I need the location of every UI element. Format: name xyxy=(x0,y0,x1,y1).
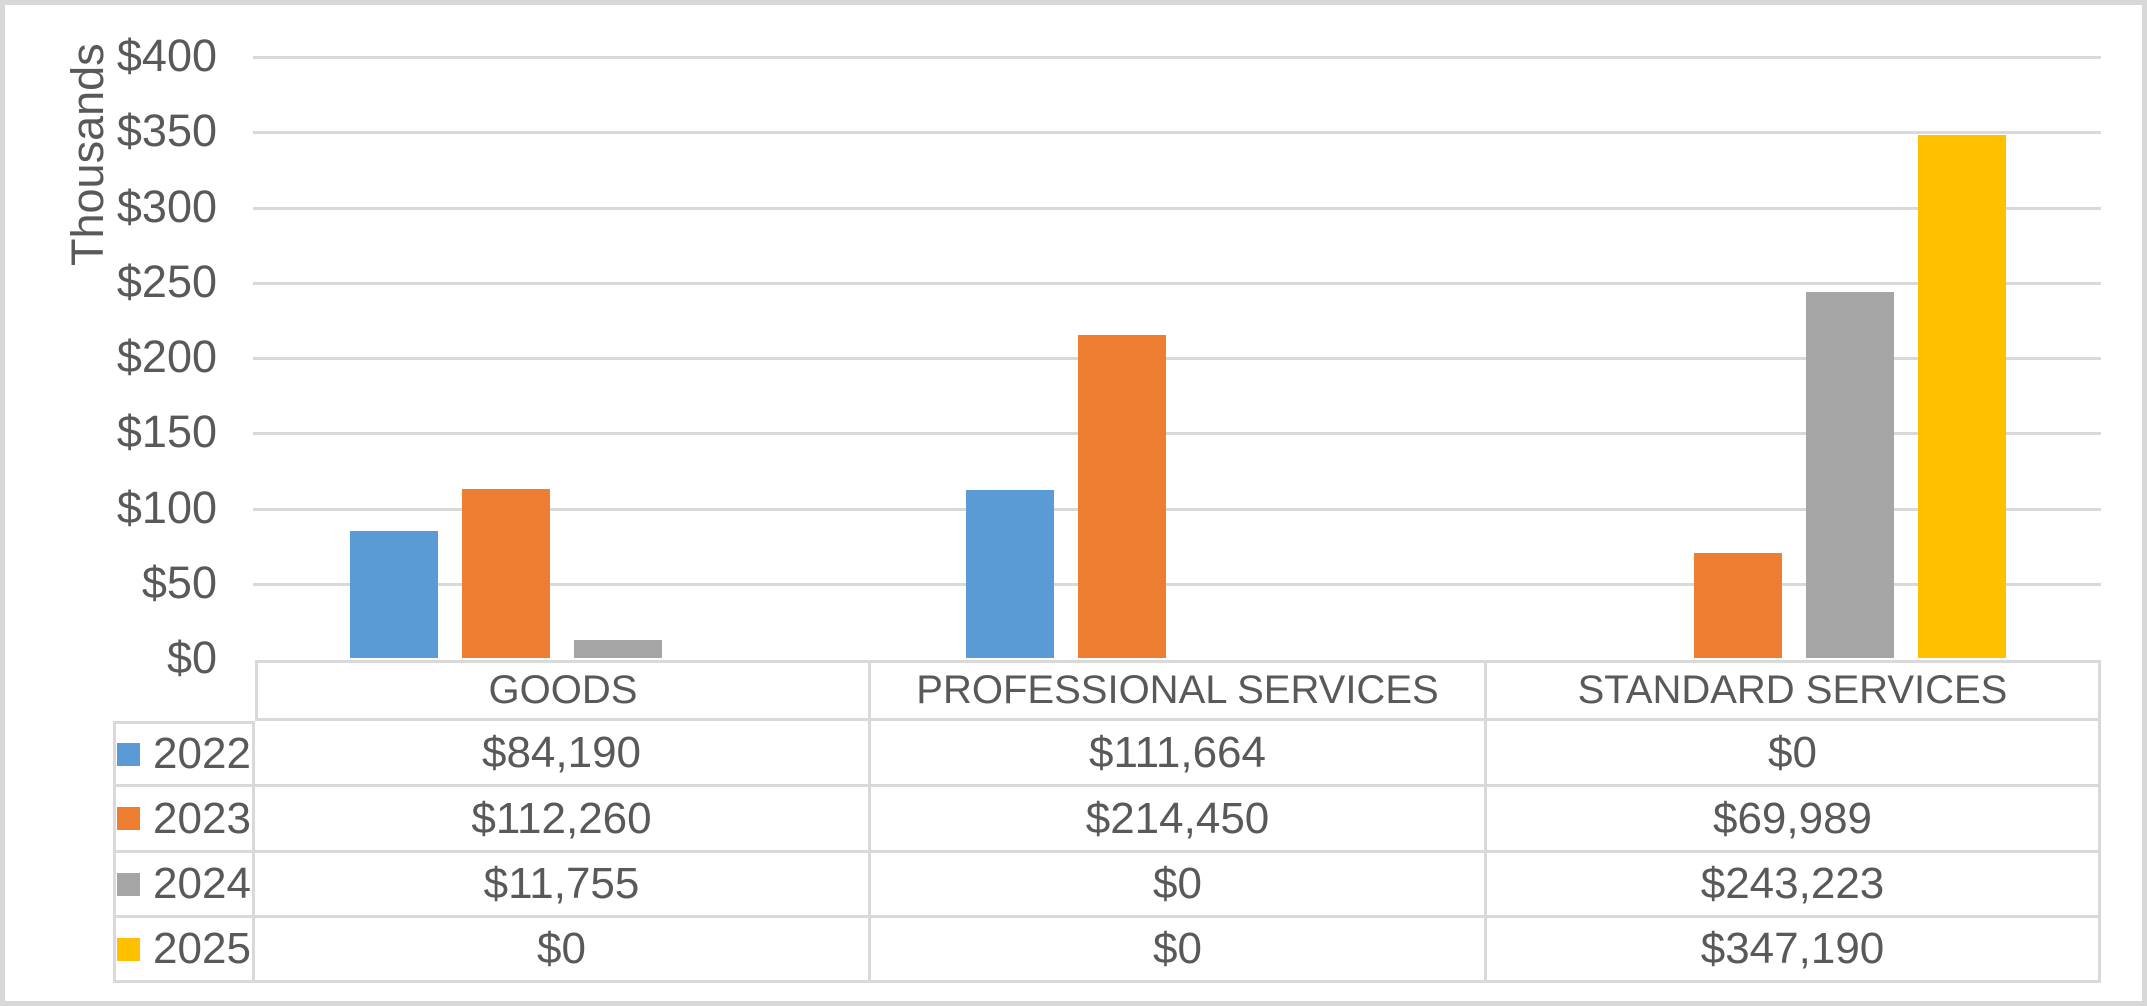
gridline xyxy=(253,357,2101,360)
value-2022-goods: $84,190 xyxy=(255,721,871,787)
value-2023-professional-services: $214,450 xyxy=(871,787,1487,853)
gridline xyxy=(253,207,2101,210)
y-axis-tick-label: $100 xyxy=(116,482,217,533)
value-2022-professional-services: $111,664 xyxy=(871,721,1487,787)
gridline xyxy=(253,432,2101,435)
bar-2024-standard-services xyxy=(1806,292,1894,658)
column-header-professional-services: PROFESSIONAL SERVICES xyxy=(871,660,1487,721)
legend-key-2022 xyxy=(117,742,141,766)
data-table: GOODS PROFESSIONAL SERVICES STANDARD SER… xyxy=(113,660,2101,983)
bar-2022-professional-services xyxy=(966,490,1054,658)
bar-2023-professional-services xyxy=(1078,335,1166,658)
y-axis-tick-label: $0 xyxy=(166,632,217,683)
gridline xyxy=(253,56,2101,59)
bar-2023-goods xyxy=(462,489,550,658)
legend-label-2025: 2025 xyxy=(153,924,251,973)
legend-label-2022: 2022 xyxy=(153,729,251,778)
value-2025-standard-services: $347,190 xyxy=(1487,918,2101,983)
value-2024-goods: $11,755 xyxy=(255,853,871,918)
y-axis-tick-label: $250 xyxy=(116,256,217,307)
bar-2024-goods xyxy=(574,640,662,658)
gridline xyxy=(253,583,2101,586)
legend-label-2024: 2024 xyxy=(153,859,251,908)
legend-row-2025: 2025 xyxy=(113,918,255,983)
gridline xyxy=(253,282,2101,285)
column-header-standard-services: STANDARD SERVICES xyxy=(1487,660,2101,721)
gridline xyxy=(253,508,2101,511)
legend-row-2024: 2024 xyxy=(113,853,255,918)
column-header-goods: GOODS xyxy=(255,660,871,721)
value-2023-goods: $112,260 xyxy=(255,787,871,853)
legend-key-2025 xyxy=(117,937,141,961)
y-axis-tick-label: $150 xyxy=(116,406,217,457)
value-2024-standard-services: $243,223 xyxy=(1487,853,2101,918)
y-axis-tick-label: $200 xyxy=(116,331,217,382)
legend-key-2023 xyxy=(117,807,141,830)
y-axis-tick-label: $400 xyxy=(116,30,217,81)
legend-row-2023: 2023 xyxy=(113,787,255,853)
y-axis-tick-label: $350 xyxy=(116,105,217,156)
legend-key-2024 xyxy=(117,872,141,896)
value-2024-professional-services: $0 xyxy=(871,853,1487,918)
value-2023-standard-services: $69,989 xyxy=(1487,787,2101,853)
y-axis-tick-label: $300 xyxy=(116,181,217,232)
legend-row-2022: 2022 xyxy=(113,721,255,787)
value-2022-standard-services: $0 xyxy=(1487,721,2101,787)
y-axis-units-label: Thousands xyxy=(62,43,113,266)
y-axis-tick-label: $50 xyxy=(141,557,217,608)
bar-2025-standard-services xyxy=(1918,135,2006,658)
table-corner-cell xyxy=(113,660,255,721)
bar-2023-standard-services xyxy=(1694,553,1782,658)
legend-label-2023: 2023 xyxy=(153,793,251,843)
value-2025-professional-services: $0 xyxy=(871,918,1487,983)
value-2025-goods: $0 xyxy=(255,918,871,983)
gridline xyxy=(253,131,2101,134)
bar-2022-goods xyxy=(350,531,438,658)
